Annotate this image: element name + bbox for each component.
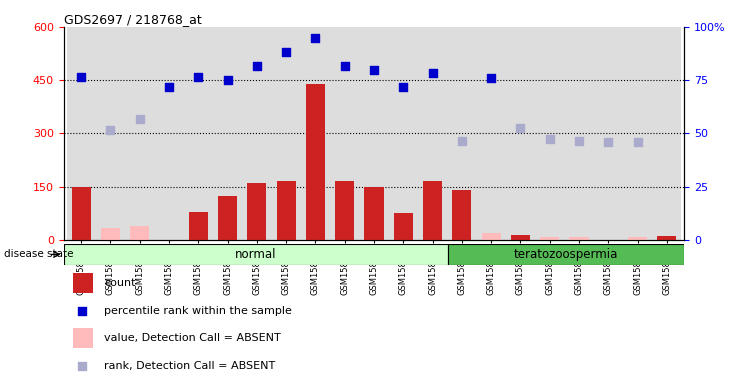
Bar — [423, 181, 442, 240]
Bar — [248, 183, 266, 240]
Bar — [306, 84, 325, 240]
Point — [515, 125, 527, 131]
Point — [339, 63, 351, 69]
Bar — [628, 237, 647, 240]
Bar — [184, 27, 213, 240]
Point — [631, 139, 643, 146]
Point — [397, 84, 409, 90]
Point — [426, 70, 438, 76]
Point — [105, 127, 117, 133]
Point — [544, 136, 556, 142]
Point — [221, 77, 233, 83]
Bar — [564, 27, 594, 240]
Point — [602, 139, 614, 146]
Point — [134, 116, 146, 122]
Bar — [393, 214, 413, 240]
Point — [75, 74, 87, 80]
Bar — [623, 27, 652, 240]
Bar — [277, 181, 295, 240]
Bar — [453, 190, 471, 240]
Bar — [330, 27, 359, 240]
Bar — [73, 328, 93, 348]
Point — [368, 66, 380, 73]
Text: count: count — [104, 278, 135, 288]
Bar — [242, 27, 272, 240]
Bar — [72, 187, 91, 240]
Text: percentile rank within the sample: percentile rank within the sample — [104, 306, 292, 316]
Point — [163, 84, 175, 90]
Bar — [418, 27, 447, 240]
Point — [76, 308, 88, 314]
Bar — [476, 27, 506, 240]
Bar — [359, 27, 389, 240]
Bar — [64, 244, 448, 265]
Text: normal: normal — [235, 248, 277, 261]
Text: value, Detection Call = ABSENT: value, Detection Call = ABSENT — [104, 333, 280, 343]
Bar — [511, 235, 530, 240]
Bar — [213, 27, 242, 240]
Bar — [652, 27, 681, 240]
Bar — [535, 27, 564, 240]
Bar — [594, 27, 623, 240]
Point — [310, 35, 322, 41]
Text: rank, Detection Call = ABSENT: rank, Detection Call = ABSENT — [104, 361, 275, 371]
Bar — [154, 27, 184, 240]
Bar — [569, 237, 589, 240]
Point — [280, 49, 292, 55]
Bar — [96, 27, 125, 240]
Bar — [448, 244, 684, 265]
Point — [76, 363, 88, 369]
Point — [251, 63, 263, 69]
Bar — [301, 27, 330, 240]
Text: GDS2697 / 218768_at: GDS2697 / 218768_at — [64, 13, 201, 26]
Bar — [482, 233, 500, 240]
Bar — [447, 27, 476, 240]
Bar — [506, 27, 535, 240]
Bar — [188, 212, 208, 240]
Bar — [101, 228, 120, 240]
Bar — [540, 237, 560, 240]
Bar — [130, 226, 150, 240]
Bar — [67, 27, 96, 240]
Text: disease state: disease state — [4, 249, 73, 260]
Bar — [335, 181, 355, 240]
Text: teratozoospermia: teratozoospermia — [514, 248, 619, 261]
Bar — [272, 27, 301, 240]
Bar — [73, 273, 93, 293]
Point — [192, 74, 204, 80]
Bar — [125, 27, 154, 240]
Point — [485, 75, 497, 81]
Point — [573, 137, 585, 144]
Bar — [389, 27, 418, 240]
Bar — [364, 187, 384, 240]
Bar — [657, 237, 676, 240]
Bar — [218, 195, 237, 240]
Point — [456, 137, 468, 144]
